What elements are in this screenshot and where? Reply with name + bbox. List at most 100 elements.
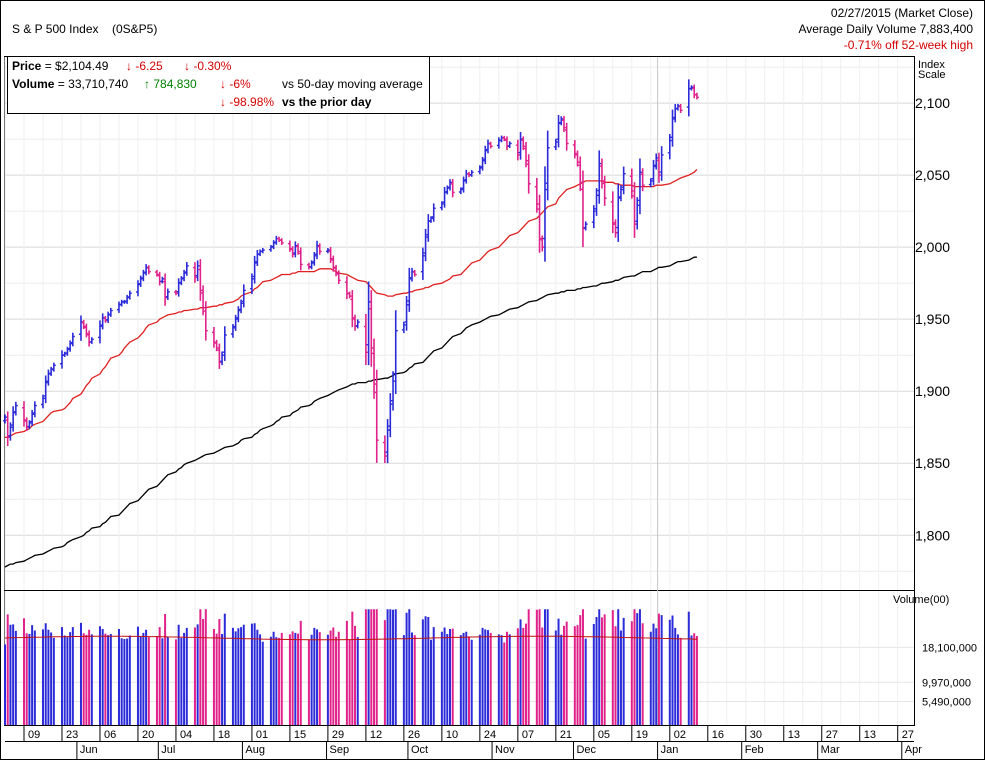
off-high-line: -0.71% off 52-week high: [843, 38, 973, 52]
price-bar: [135, 280, 140, 297]
price-bar: [43, 375, 48, 404]
price-bar: [610, 191, 615, 234]
price-axis-title-line2: Scale: [918, 69, 946, 81]
price-bar: [502, 135, 507, 142]
price-bar: [656, 152, 661, 183]
price-bar: [616, 183, 621, 242]
price-bar: [30, 409, 35, 426]
price-bar: [401, 321, 406, 334]
x-day-label: 24: [484, 729, 496, 741]
volume-tick-label: 9,970,000: [922, 677, 971, 689]
price-panel: [4, 56, 915, 591]
price-bar: [89, 337, 94, 344]
price-bar: [127, 290, 132, 300]
price-bar: [618, 185, 623, 202]
volume-vs-prior-text: vs the prior day: [282, 95, 372, 109]
price-bar: [483, 145, 488, 165]
volume-tick-label: 5,490,000: [922, 696, 971, 708]
price-bar: [328, 246, 333, 264]
price-bar: [309, 260, 314, 270]
price-bar: [184, 262, 189, 276]
price-bar: [279, 238, 284, 245]
price-bar: [179, 276, 184, 286]
up-arrow-icon: ↑: [144, 77, 150, 91]
x-day-label: 27: [826, 729, 838, 741]
price-bar: [629, 168, 634, 199]
x-day-label: 02: [674, 729, 686, 741]
price-bar: [420, 247, 425, 280]
price-bar: [154, 269, 159, 277]
price-bar: [195, 260, 200, 282]
price-bar: [439, 201, 444, 211]
volume-label: Volume: [12, 77, 55, 91]
x-month-label: Dec: [576, 744, 596, 756]
price-bar: [515, 139, 520, 161]
moving-averages: [4, 168, 698, 568]
price-bar: [217, 343, 222, 369]
price-bar: [480, 156, 485, 171]
price-bar: [160, 276, 165, 284]
price-bar: [385, 419, 390, 464]
price-bar: [165, 288, 170, 300]
price-bar: [260, 248, 265, 254]
price-bar: [591, 205, 596, 229]
price-bar: [369, 290, 374, 367]
price-bar: [81, 320, 86, 330]
price-bar: [40, 394, 45, 409]
volume-bars: [4, 609, 698, 725]
x-month-label: Apr: [905, 744, 922, 756]
price-bar: [450, 178, 455, 198]
price-bar: [287, 240, 292, 252]
price-bar: [239, 299, 244, 314]
x-day-label: 05: [598, 729, 610, 741]
volume-change: 784,830: [153, 77, 197, 91]
price-bar: [667, 133, 672, 160]
x-day-label: 26: [408, 729, 420, 741]
volume-ma-line: [4, 635, 697, 641]
price-label: Price: [12, 59, 42, 73]
volume-vs-ma-text: vs 50-day moving average: [282, 77, 423, 91]
price-bar: [325, 248, 330, 254]
price-bar: [84, 323, 89, 338]
price-bar: [537, 194, 542, 253]
price-bar: [21, 401, 26, 427]
price-bar: [632, 182, 637, 238]
down-arrow-icon: ↓: [184, 59, 190, 73]
price-bar: [545, 130, 550, 201]
quote-info-box: Price = $2,104.49 ↓ -6.25 ↓ -0.30% Volum…: [7, 56, 430, 114]
price-bar: [374, 369, 379, 463]
price-axis-title-line1: Index: [918, 59, 945, 71]
price-bar: [163, 273, 168, 306]
price-bar: [290, 246, 295, 258]
x-day-label: 20: [142, 729, 154, 741]
price-bar: [599, 158, 604, 189]
x-day-label: 07: [522, 729, 534, 741]
price-bars: [3, 79, 699, 464]
price-bar: [526, 154, 531, 194]
x-day-label: 09: [28, 729, 40, 741]
price-bar: [138, 275, 143, 287]
price-bar: [32, 401, 37, 418]
price-bar: [429, 216, 434, 223]
price-bar: [108, 307, 113, 317]
price-bar: [366, 281, 371, 366]
price-bar: [298, 247, 303, 271]
price-bar: [198, 259, 203, 301]
price-bar: [214, 339, 219, 352]
price-bar: [553, 138, 558, 151]
price-change: -6.25: [135, 59, 163, 73]
price-bar: [241, 284, 246, 308]
price-bar: [230, 324, 235, 338]
price-bar: [561, 115, 566, 132]
ma200-line: [4, 256, 697, 568]
price-bar: [249, 273, 254, 295]
price-bar: [173, 290, 178, 296]
price-bar: [423, 228, 428, 262]
x-day-label: 13: [864, 729, 876, 741]
x-month-label: Nov: [495, 744, 515, 756]
price-bar: [445, 185, 450, 195]
price-bar: [331, 255, 336, 272]
price-tick-label: 2,050: [915, 167, 950, 183]
price-bar: [542, 166, 547, 262]
